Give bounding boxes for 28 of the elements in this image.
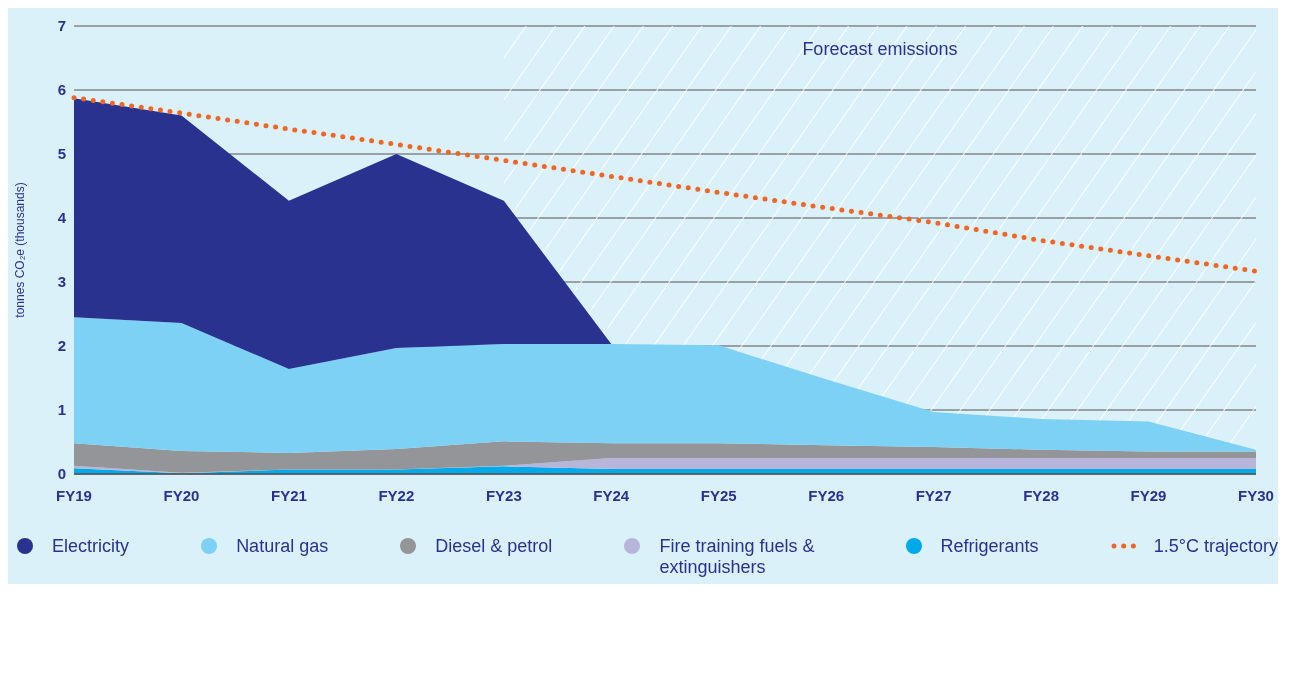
y-tick-label: 2 xyxy=(57,337,66,355)
x-tick-label: FY30 xyxy=(1238,486,1274,504)
x-tick-label: FY23 xyxy=(485,486,522,504)
x-tick-label: FY29 xyxy=(1130,486,1167,504)
legend-label: Refrigerants xyxy=(940,536,1039,557)
y-axis-title: tonnes CO₂e (thousands) xyxy=(13,182,28,318)
y-tick-label: 1 xyxy=(57,401,66,419)
y-tick-label: 5 xyxy=(57,145,66,163)
x-tick-label: FY20 xyxy=(163,486,200,504)
x-tick-label: FY24 xyxy=(593,486,630,504)
x-tick-label: FY27 xyxy=(915,486,952,504)
x-tick-label: FY22 xyxy=(378,486,415,504)
x-tick-label: FY19 xyxy=(56,486,92,504)
x-tick-label: FY25 xyxy=(700,486,737,504)
y-tick-label: 3 xyxy=(57,273,66,291)
legend-label: 1.5°C trajectory xyxy=(1153,536,1278,557)
x-tick-label: FY28 xyxy=(1023,486,1060,504)
y-tick-label: 4 xyxy=(57,209,67,227)
legend-label: Diesel & petrol xyxy=(435,536,553,557)
legend-label: Natural gas xyxy=(236,536,329,557)
x-tick-label: FY21 xyxy=(270,486,307,504)
x-tick-label: FY26 xyxy=(808,486,845,504)
legend-label: Fire training fuels & extinguishers xyxy=(659,536,816,578)
y-tick-label: 7 xyxy=(57,17,66,35)
legend-label: Electricity xyxy=(52,536,130,557)
band-label: Forecast emissions xyxy=(802,38,958,59)
y-tick-label: 0 xyxy=(57,465,66,483)
y-tick-label: 6 xyxy=(57,81,66,99)
